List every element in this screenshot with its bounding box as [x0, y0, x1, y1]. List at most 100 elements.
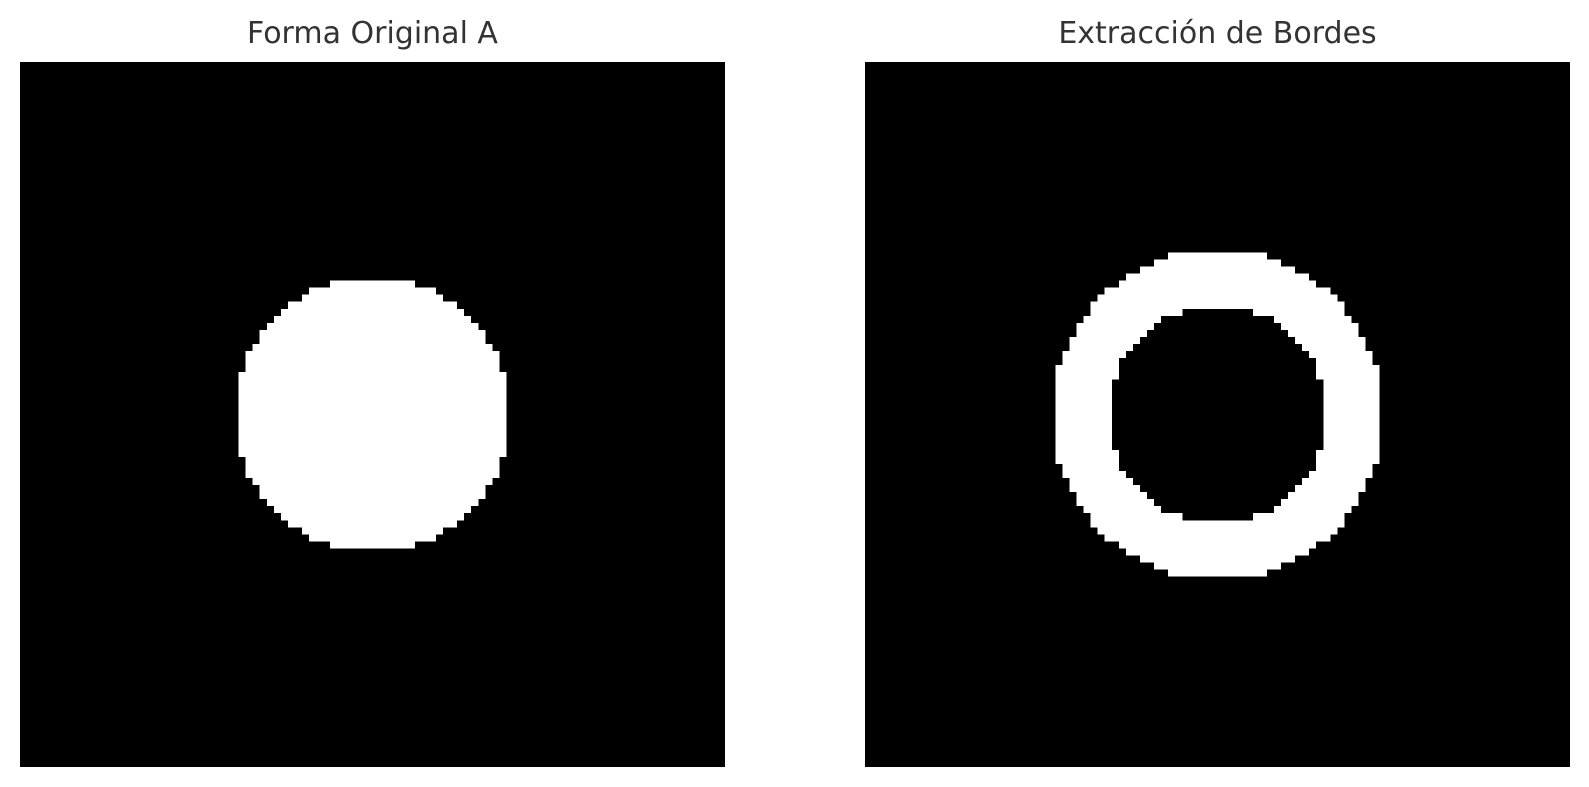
foreground-pixel-run: [1055, 442, 1112, 450]
foreground-pixel-run: [1139, 266, 1296, 274]
foreground-pixel-run: [1139, 555, 1296, 563]
foreground-pixel-run: [1323, 428, 1380, 436]
foreground-pixel-run: [1280, 499, 1359, 507]
foreground-pixel-run: [245, 456, 500, 464]
foreground-pixel-run: [1323, 421, 1380, 429]
foreground-pixel-run: [309, 287, 436, 295]
foreground-pixel-run: [1273, 506, 1352, 514]
foreground-pixel-run: [1295, 336, 1366, 344]
foreground-pixel-run: [1323, 442, 1380, 450]
binary-image-original: [20, 62, 725, 767]
foreground-pixel-run: [1280, 322, 1359, 330]
foreground-pixel-run: [1097, 527, 1338, 535]
foreground-pixel-run: [238, 400, 507, 408]
foreground-pixel-run: [1055, 428, 1112, 436]
foreground-pixel-run: [1125, 548, 1310, 556]
foreground-pixel-run: [1090, 308, 1183, 316]
foreground-pixel-run: [1055, 449, 1119, 457]
foreground-pixel-run: [245, 351, 500, 359]
foreground-pixel-run: [1090, 301, 1345, 309]
foreground-pixel-run: [1316, 372, 1380, 380]
foreground-pixel-run: [245, 470, 500, 478]
foreground-pixel-run: [238, 428, 507, 436]
foreground-pixel-run: [1069, 485, 1140, 493]
foreground-pixel-run: [1055, 372, 1119, 380]
foreground-pixel-run: [1295, 485, 1366, 493]
foreground-pixel-run: [1288, 492, 1359, 500]
foreground-pixel-run: [1062, 470, 1126, 478]
foreground-pixel-run: [1104, 287, 1331, 295]
foreground-pixel-run: [1055, 421, 1112, 429]
foreground-pixel-run: [1062, 351, 1126, 359]
foreground-pixel-run: [259, 485, 486, 493]
foreground-pixel-run: [1316, 365, 1380, 373]
edge-ring-image: [865, 62, 1570, 767]
foreground-pixel-run: [287, 301, 458, 309]
foreground-pixel-run: [259, 336, 486, 344]
foreground-pixel-run: [1316, 449, 1380, 457]
foreground-pixel-run: [1055, 393, 1112, 401]
foreground-pixel-run: [238, 379, 507, 387]
foreground-pixel-run: [238, 442, 507, 450]
foreground-pixel-run: [259, 492, 486, 500]
foreground-pixel-run: [302, 527, 443, 535]
foreground-pixel-run: [238, 386, 507, 394]
foreground-pixel-run: [1118, 280, 1317, 288]
foreground-pixel-run: [1168, 569, 1267, 577]
foreground-pixel-run: [1323, 393, 1380, 401]
panel-title-edges: Extracción de Bordes: [1058, 16, 1377, 51]
foreground-pixel-run: [309, 534, 436, 542]
foreground-pixel-run: [1055, 407, 1112, 415]
foreground-pixel-run: [1288, 329, 1359, 337]
foreground-pixel-run: [252, 344, 493, 352]
foreground-pixel-run: [1323, 414, 1380, 422]
foreground-pixel-run: [1090, 513, 1183, 521]
foreground-pixel-run: [1125, 273, 1310, 281]
foreground-pixel-run: [1069, 344, 1133, 352]
binary-image-edges: [865, 62, 1570, 767]
foreground-pixel-run: [1083, 315, 1162, 323]
foreground-pixel-run: [1055, 414, 1112, 422]
foreground-pixel-run: [1076, 492, 1147, 500]
foreground-pixel-run: [1055, 400, 1112, 408]
foreground-pixel-run: [1323, 379, 1380, 387]
foreground-pixel-run: [259, 329, 486, 337]
foreground-pixel-run: [273, 315, 472, 323]
foreground-pixel-run: [1055, 386, 1112, 394]
foreground-pixel-run: [1309, 470, 1373, 478]
foreground-pixel-run: [1055, 379, 1112, 387]
foreground-pixel-run: [238, 372, 507, 380]
foreground-pixel-run: [238, 421, 507, 429]
foreground-pixel-run: [1316, 456, 1380, 464]
foreground-pixel-run: [1069, 336, 1140, 344]
foreground-pixel-run: [1154, 562, 1281, 570]
foreground-pixel-run: [245, 463, 500, 471]
foreground-pixel-run: [238, 407, 507, 415]
foreground-pixel-run: [1097, 294, 1338, 302]
foreground-pixel-run: [245, 365, 500, 373]
foreground-pixel-run: [1323, 407, 1380, 415]
foreground-pixel-run: [1062, 463, 1119, 471]
foreground-pixel-run: [1323, 435, 1380, 443]
panel-original-shape: Forma Original A: [20, 0, 725, 787]
foreground-pixel-run: [1055, 365, 1119, 373]
foreground-pixel-run: [1323, 400, 1380, 408]
foreground-pixel-run: [1076, 322, 1155, 330]
foreground-pixel-run: [330, 541, 415, 549]
foreground-pixel-run: [1252, 513, 1345, 521]
foreground-pixel-run: [252, 477, 493, 485]
foreground-pixel-run: [1168, 252, 1267, 260]
foreground-pixel-run: [1252, 308, 1345, 316]
foreground-pixel-run: [238, 393, 507, 401]
foreground-pixel-run: [245, 358, 500, 366]
foreground-pixel-run: [1154, 259, 1281, 267]
foreground-pixel-run: [1055, 435, 1112, 443]
foreground-pixel-run: [280, 513, 465, 521]
foreground-pixel-run: [1316, 358, 1373, 366]
foreground-pixel-run: [1302, 344, 1366, 352]
foreground-pixel-run: [1076, 499, 1155, 507]
foreground-pixel-run: [1090, 520, 1345, 528]
panel-title-original: Forma Original A: [247, 16, 498, 51]
foreground-pixel-run: [1309, 351, 1373, 359]
foreground-pixel-run: [273, 506, 472, 514]
